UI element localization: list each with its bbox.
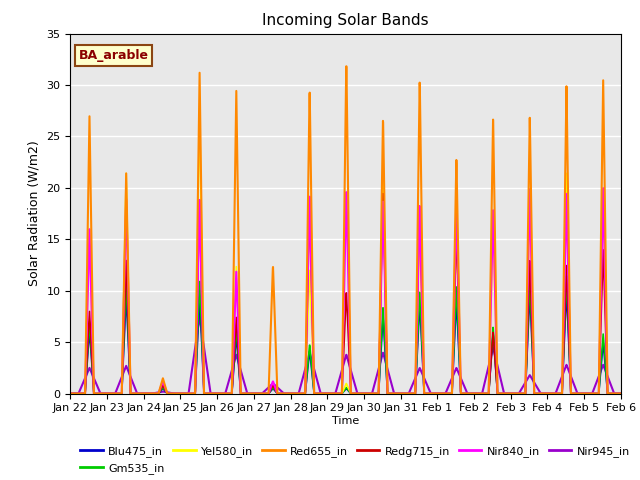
Yel580_in xyxy=(547,391,555,396)
Gm535_in xyxy=(563,273,570,279)
Blu475_in xyxy=(67,391,74,396)
Yel580_in xyxy=(617,391,625,396)
Nir840_in xyxy=(162,387,170,393)
Nir840_in xyxy=(67,391,74,396)
Yel580_in xyxy=(606,391,614,396)
Red655_in xyxy=(547,391,555,396)
Blu475_in xyxy=(162,389,170,395)
Nir945_in xyxy=(301,365,309,371)
Yel580_in xyxy=(67,391,74,396)
Line: Gm535_in: Gm535_in xyxy=(70,276,621,394)
Nir840_in xyxy=(547,391,554,396)
Redg715_in xyxy=(547,391,555,396)
Line: Yel580_in: Yel580_in xyxy=(70,108,621,394)
Gm535_in xyxy=(606,391,614,396)
Blu475_in xyxy=(278,391,285,396)
Gm535_in xyxy=(129,391,137,396)
Redg715_in xyxy=(301,387,309,393)
Redg715_in xyxy=(379,191,387,196)
Red655_in xyxy=(67,391,74,396)
Red655_in xyxy=(301,385,309,391)
Nir945_in xyxy=(278,388,285,394)
Redg715_in xyxy=(129,391,137,396)
Redg715_in xyxy=(67,391,74,396)
X-axis label: Time: Time xyxy=(332,416,359,426)
Line: Redg715_in: Redg715_in xyxy=(70,193,621,394)
Text: BA_arable: BA_arable xyxy=(79,49,148,62)
Gm535_in xyxy=(301,390,309,396)
Line: Red655_in: Red655_in xyxy=(70,66,621,394)
Yel580_in xyxy=(301,383,309,389)
Nir840_in xyxy=(129,391,137,396)
Yel580_in xyxy=(129,391,137,396)
Redg715_in xyxy=(617,391,625,396)
Yel580_in xyxy=(278,391,285,396)
Redg715_in xyxy=(278,391,285,396)
Gm535_in xyxy=(547,391,554,396)
Red655_in xyxy=(278,391,285,396)
Nir945_in xyxy=(196,314,204,320)
Line: Nir840_in: Nir840_in xyxy=(70,188,621,394)
Nir840_in xyxy=(599,185,607,191)
Red655_in xyxy=(129,391,137,396)
Gm535_in xyxy=(67,391,74,396)
Red655_in xyxy=(162,386,170,392)
Nir840_in xyxy=(278,391,285,396)
Nir945_in xyxy=(547,391,555,396)
Yel580_in xyxy=(196,106,204,111)
Gm535_in xyxy=(278,391,285,396)
Gm535_in xyxy=(162,389,170,395)
Blu475_in xyxy=(617,391,625,396)
Blu475_in xyxy=(301,390,309,396)
Nir945_in xyxy=(67,391,74,396)
Blu475_in xyxy=(129,391,137,396)
Redg715_in xyxy=(606,391,614,396)
Blu475_in xyxy=(606,391,614,396)
Red655_in xyxy=(342,63,350,69)
Title: Incoming Solar Bands: Incoming Solar Bands xyxy=(262,13,429,28)
Nir945_in xyxy=(162,389,170,395)
Line: Blu475_in: Blu475_in xyxy=(70,291,621,394)
Nir840_in xyxy=(606,391,614,396)
Nir945_in xyxy=(617,391,625,396)
Legend: Blu475_in, Gm535_in, Yel580_in, Red655_in, Redg715_in, Nir840_in, Nir945_in: Blu475_in, Gm535_in, Yel580_in, Red655_i… xyxy=(76,442,635,478)
Line: Nir945_in: Nir945_in xyxy=(70,317,621,394)
Yel580_in xyxy=(162,387,170,393)
Red655_in xyxy=(617,391,625,396)
Nir840_in xyxy=(301,387,309,393)
Gm535_in xyxy=(617,391,625,396)
Nir840_in xyxy=(617,391,625,396)
Y-axis label: Solar Radiation (W/m2): Solar Radiation (W/m2) xyxy=(28,141,41,287)
Red655_in xyxy=(606,391,614,396)
Nir945_in xyxy=(129,381,137,386)
Nir945_in xyxy=(606,380,614,386)
Blu475_in xyxy=(547,391,554,396)
Blu475_in xyxy=(563,288,570,294)
Redg715_in xyxy=(162,388,170,394)
